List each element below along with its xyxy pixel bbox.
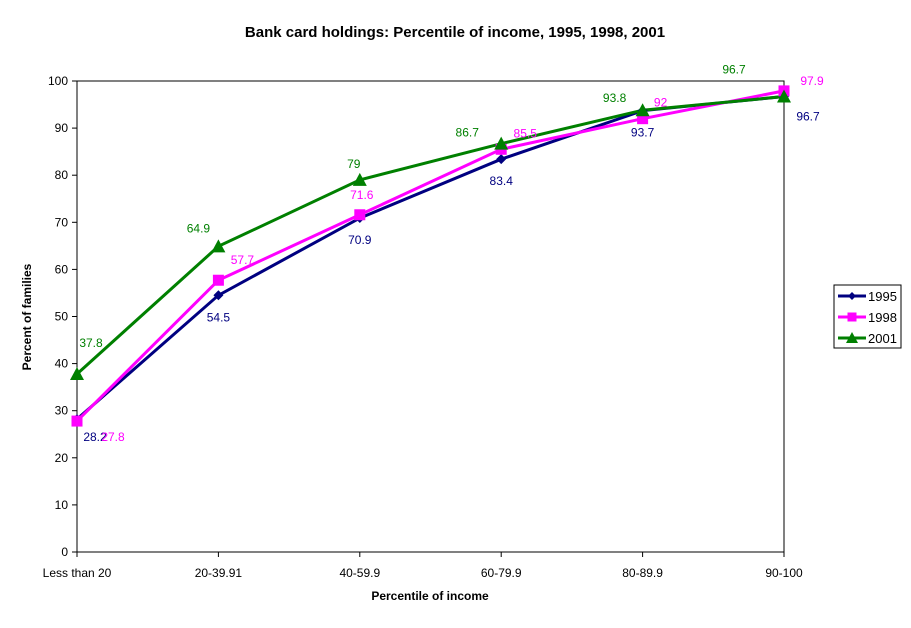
data-label: 92	[654, 96, 668, 110]
square-marker	[637, 113, 649, 125]
y-axis-label: Percent of families	[20, 263, 34, 370]
y-tick-label: 30	[55, 404, 69, 418]
x-tick-label: 40-59.9	[339, 566, 380, 580]
triangle-marker	[635, 103, 650, 117]
x-tick-label: 60-79.9	[481, 566, 522, 580]
series-group	[70, 85, 791, 427]
data-label: 93.8	[603, 91, 627, 105]
data-label: 96.7	[796, 110, 820, 124]
legend-label: 1995	[868, 289, 897, 304]
series-line-2001	[75, 95, 785, 376]
data-label: 57.7	[231, 253, 255, 267]
y-tick-label: 90	[55, 121, 69, 135]
y-tick-label: 60	[55, 262, 69, 276]
x-tick-label: 90-100	[765, 566, 803, 580]
x-tick-label: 80-89.9	[622, 566, 663, 580]
triangle-marker	[846, 332, 858, 343]
x-axis-label: Percentile of income	[371, 589, 489, 603]
y-tick-label: 80	[55, 168, 69, 182]
legend: 1995 1998 2001	[833, 284, 902, 349]
data-label: 85.5	[514, 126, 538, 140]
square-marker	[212, 274, 224, 286]
data-label: 86.7	[456, 126, 480, 140]
y-tick-label: 40	[55, 357, 69, 371]
y-tick-label: 50	[55, 310, 69, 324]
triangle-marker	[777, 89, 791, 103]
y-axis: 0 10 20 30 40 50 60 70 80 90 100	[48, 74, 77, 559]
data-label: 71.6	[350, 188, 374, 202]
y-tick-label: 20	[55, 451, 69, 465]
data-label: 70.9	[348, 233, 372, 247]
x-tick-label: 20-39.91	[195, 566, 243, 580]
data-label: 27.8	[101, 430, 125, 444]
triangle-marker	[211, 239, 226, 253]
triangle-marker	[352, 172, 367, 186]
legend-label: 1998	[868, 310, 897, 325]
x-axis: Less than 20 20-39.91 40-59.9 60-79.9 80-89.…	[43, 552, 803, 580]
series-line-1998	[75, 89, 785, 423]
data-label: 79	[347, 157, 361, 171]
diamond-marker	[848, 292, 856, 300]
data-label: 37.8	[79, 336, 103, 350]
square-marker	[354, 209, 366, 221]
data-label: 97.9	[800, 74, 824, 88]
diamond-marker	[213, 290, 224, 301]
triangle-marker	[494, 136, 509, 150]
chart-title: Bank card holdings: Percentile of income…	[245, 24, 665, 41]
data-label: 64.9	[187, 221, 211, 235]
data-label: 96.7	[722, 63, 746, 77]
y-tick-label: 70	[55, 215, 69, 229]
data-label: 28.2	[83, 430, 107, 444]
y-tick-label: 0	[61, 545, 68, 559]
triangle-marker	[70, 366, 84, 380]
data-labels: 28.2 54.5 70.9 83.4 93.7 96.7 27.8 57.7 71.6 85.5…	[79, 63, 824, 445]
data-label: 54.5	[207, 310, 231, 324]
x-tick-label: Less than 20	[43, 566, 112, 580]
square-marker	[847, 312, 857, 322]
legend-label: 2001	[868, 331, 897, 346]
diamond-marker	[496, 154, 507, 165]
data-label: 83.4	[490, 174, 514, 188]
y-tick-label: 10	[55, 498, 69, 512]
square-marker	[71, 415, 83, 427]
y-tick-label: 100	[48, 74, 68, 88]
data-label: 93.7	[631, 126, 655, 140]
series-line-1995	[76, 95, 785, 421]
